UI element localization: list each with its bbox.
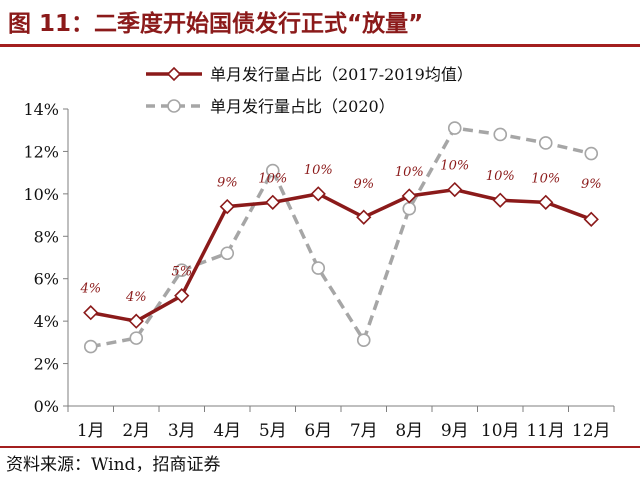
x-tick-label: 10月 [481,421,520,441]
series-2020-point [402,201,417,216]
data-labels: 4% 4% 5% 9% 10% 10% 9% 10% 10% 10% 10% 9% [79,159,601,306]
series-2020 [83,121,599,354]
series-2020-point [311,261,326,275]
data-label: 10% [304,163,333,178]
legend-label-2017-2019: 单月发行量占比（2017-2019均值） [210,65,473,84]
series-2020-point [83,339,98,354]
x-tick-label: 8月 [395,421,423,441]
series-2020-point [538,136,553,150]
data-label: 9% [581,177,602,192]
series-2020-point [220,246,235,261]
y-tick-label: 6% [34,270,59,289]
y-tick-label: 14% [23,100,59,119]
x-tick-label: 3月 [168,421,196,441]
x-tick-label: 12月 [572,421,611,441]
series-2020-point [493,127,508,142]
series-2017-2019-point [583,211,599,227]
series-2020-point [129,331,144,345]
data-label: 4% [79,282,101,297]
y-tick-label: 4% [34,312,59,331]
data-label: 10% [440,159,469,174]
series-2017-2019 [83,181,599,329]
y-tick-label: 0% [34,397,59,416]
series-2020-point [447,121,462,135]
source-note: 资料来源：Wind，招商证券 [6,455,221,475]
x-tick-label: 1月 [77,421,105,441]
data-label: 10% [258,171,287,186]
x-tick-label: 7月 [350,421,378,441]
x-tick-label: 5月 [259,421,287,441]
series-2017-2019-point [128,313,144,329]
data-label: 5% [171,265,192,280]
line-chart: 单月发行量占比（2017-2019均值） 单月发行量占比（2020） 0% 2% 4… [23,65,615,441]
axes: 0% 2% 4% 6% 8% 10% 12% 14% 1月 2月 3月 4月 5月 6月 7月 8月 9月 10月… [23,100,615,441]
y-tick-label: 10% [23,185,59,204]
series-2020-line [90,126,592,349]
legend: 单月发行量占比（2017-2019均值） 单月发行量占比（2020） [146,65,473,116]
series-2017-2019-point [401,188,417,204]
series-2020-point [174,263,189,278]
series-2017-2019-point [265,194,281,210]
title-rule [0,44,640,47]
series-2017-2019-line [90,187,592,323]
data-label: 10% [395,165,424,180]
series-2017-2019-point [83,305,99,321]
y-tick-label: 2% [34,355,59,374]
x-tick-label: 2月 [122,421,150,441]
x-tick-label: 9月 [441,421,469,441]
legend-diamond-marker [166,66,182,82]
data-label: 4% [125,290,147,305]
data-label: 10% [531,171,560,186]
series-2017-2019-point [219,198,235,215]
figure-title: 图 11：二季度开始国债发行正式“放量” [8,11,424,37]
series-2017-2019-point [174,288,190,304]
series-2020-point [265,163,280,178]
x-tick-label: 4月 [213,421,241,441]
series-2017-2019-point [447,181,463,198]
series-2020-point [356,333,371,348]
x-tick-label: 11月 [526,421,565,441]
legend-circle-marker [167,99,181,113]
data-label: 10% [486,169,515,184]
series-2017-2019-point [310,186,326,202]
data-label: 9% [353,177,374,192]
series-2020-point [584,146,599,161]
y-tick-label: 8% [34,227,59,246]
series-2017-2019-point [492,192,508,208]
x-tick-label: 6月 [304,421,332,441]
y-tick-label: 12% [23,142,59,161]
data-label: 9% [217,176,238,191]
source-rule [0,446,640,448]
series-2017-2019-point [356,209,372,225]
series-2017-2019-point [538,194,554,210]
legend-label-2020: 单月发行量占比（2020） [210,97,395,116]
